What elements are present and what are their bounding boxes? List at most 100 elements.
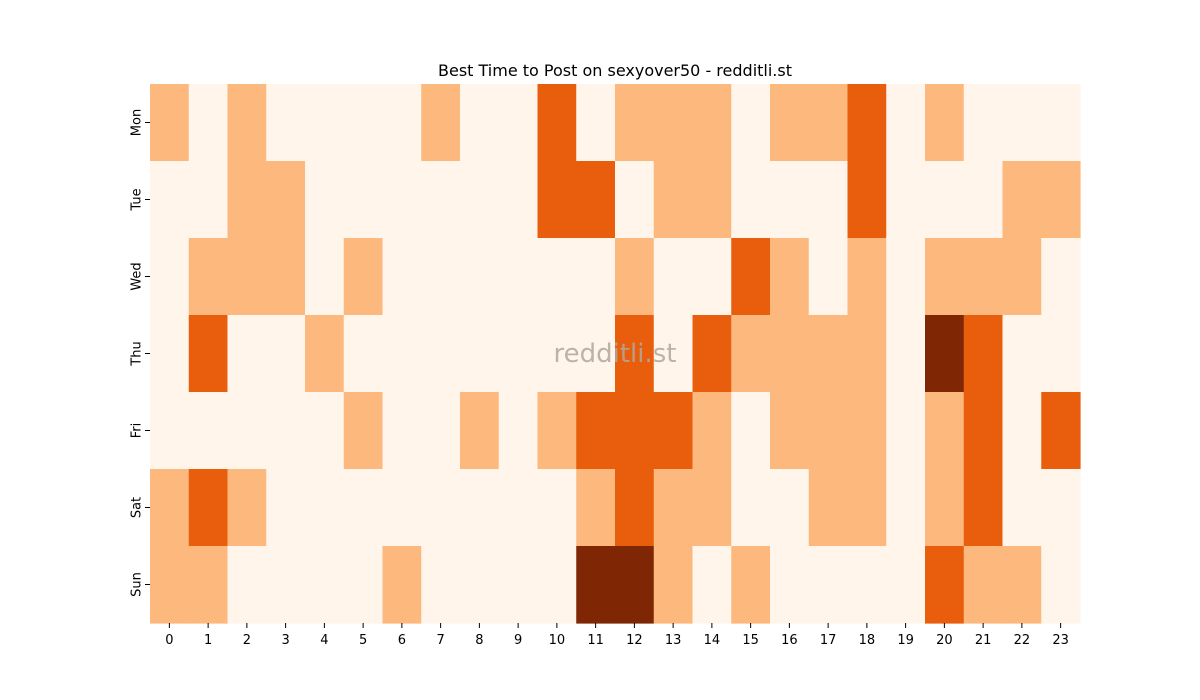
heatmap-cell xyxy=(188,546,229,624)
heatmap-cell xyxy=(886,315,926,393)
heatmap-cell xyxy=(1041,469,1081,547)
heatmap-cell xyxy=(731,238,771,316)
x-tick-label: 8 xyxy=(475,633,483,648)
heatmap-cell xyxy=(188,469,229,547)
heatmap-cell xyxy=(498,315,539,393)
heatmap-cell xyxy=(266,315,306,393)
heatmap-cell xyxy=(731,546,771,624)
heatmap-cell xyxy=(382,392,422,470)
heatmap-cell xyxy=(150,238,190,316)
heatmap-cell xyxy=(382,84,422,162)
heatmap-cell xyxy=(498,84,539,162)
heatmap-cell xyxy=(886,546,926,624)
x-tick-label: 15 xyxy=(742,633,759,648)
heatmap-cell xyxy=(382,161,422,239)
heatmap-cell xyxy=(576,84,616,162)
heatmap-cell xyxy=(576,161,616,239)
heatmap-cell xyxy=(421,469,461,547)
heatmap-cell xyxy=(847,161,887,239)
x-tick-label: 22 xyxy=(1014,633,1031,648)
heatmap-cell xyxy=(150,392,190,470)
heatmap-cell xyxy=(1002,84,1042,162)
heatmap-cell xyxy=(460,469,500,547)
heatmap-cell xyxy=(343,315,384,393)
heatmap-cell xyxy=(227,161,267,239)
heatmap-cell xyxy=(731,315,771,393)
y-tick-label: Sat xyxy=(130,497,145,518)
heatmap-cell xyxy=(925,469,965,547)
heatmap-cell xyxy=(227,392,267,470)
heatmap-cell xyxy=(537,315,577,393)
heatmap-cell xyxy=(537,469,577,547)
heatmap-cell xyxy=(925,84,965,162)
heatmap-cell xyxy=(421,315,461,393)
heatmap-cell xyxy=(343,469,384,547)
heatmap-cell xyxy=(150,315,190,393)
heatmap-cell xyxy=(498,469,539,547)
heatmap-cell xyxy=(460,315,500,393)
heatmap-cell xyxy=(305,392,345,470)
heatmap-cell xyxy=(963,238,1004,316)
heatmap-cell xyxy=(537,392,577,470)
y-axis: Mon Tue Wed Thu Fri Sat Sun xyxy=(130,109,150,597)
heatmap-cell xyxy=(227,84,267,162)
heatmap-cell xyxy=(808,238,849,316)
heatmap-cell xyxy=(808,315,849,393)
heatmap-cell xyxy=(421,392,461,470)
heatmap-cell xyxy=(1041,238,1081,316)
heatmap-cell xyxy=(498,161,539,239)
y-tick-label: Sun xyxy=(130,572,145,597)
chart-title: Best Time to Post on sexyover50 - reddit… xyxy=(438,61,792,80)
heatmap-cell xyxy=(1002,392,1042,470)
heatmap-cell xyxy=(808,392,849,470)
x-tick-label: 2 xyxy=(243,633,251,648)
heatmap-cell xyxy=(770,315,810,393)
y-tick-label: Wed xyxy=(130,262,145,290)
heatmap-cell xyxy=(150,469,190,547)
heatmap-cell xyxy=(847,392,887,470)
heatmap-cell xyxy=(731,469,771,547)
heatmap-cell xyxy=(343,238,384,316)
heatmap-cell xyxy=(576,546,616,624)
heatmap-cells xyxy=(150,84,1081,624)
x-tick-label: 21 xyxy=(975,633,992,648)
heatmap-cell xyxy=(925,392,965,470)
heatmap-cell xyxy=(692,238,732,316)
heatmap-cell xyxy=(615,315,655,393)
heatmap-cell xyxy=(847,84,887,162)
heatmap-cell xyxy=(266,469,306,547)
heatmap-cell xyxy=(382,546,422,624)
heatmap-cell xyxy=(1002,546,1042,624)
heatmap-cell xyxy=(576,315,616,393)
x-tick-label: 7 xyxy=(436,633,444,648)
heatmap-cell xyxy=(305,315,345,393)
heatmap-cell xyxy=(498,546,539,624)
heatmap-cell xyxy=(925,161,965,239)
heatmap-cell xyxy=(460,161,500,239)
heatmap-cell xyxy=(305,546,345,624)
heatmap-cell xyxy=(731,161,771,239)
heatmap-cell xyxy=(266,238,306,316)
heatmap-cell xyxy=(1041,161,1081,239)
x-tick-label: 13 xyxy=(665,633,682,648)
heatmap-cell xyxy=(227,238,267,316)
x-tick-label: 17 xyxy=(820,633,837,648)
heatmap-cell xyxy=(692,315,732,393)
heatmap-cell xyxy=(615,238,655,316)
heatmap-cell xyxy=(188,315,229,393)
heatmap-cell xyxy=(498,238,539,316)
heatmap-cell xyxy=(925,546,965,624)
heatmap-cell xyxy=(692,469,732,547)
x-tick-label: 12 xyxy=(626,633,643,648)
heatmap-cell xyxy=(770,84,810,162)
heatmap-cell xyxy=(576,238,616,316)
heatmap-cell xyxy=(1002,161,1042,239)
heatmap-cell xyxy=(421,84,461,162)
x-tick-label: 0 xyxy=(165,633,173,648)
heatmap-cell xyxy=(770,546,810,624)
heatmap-cell xyxy=(692,546,732,624)
heatmap-cell xyxy=(886,392,926,470)
heatmap-cell xyxy=(963,84,1004,162)
heatmap-cell xyxy=(188,392,229,470)
x-tick-label: 11 xyxy=(587,633,604,648)
